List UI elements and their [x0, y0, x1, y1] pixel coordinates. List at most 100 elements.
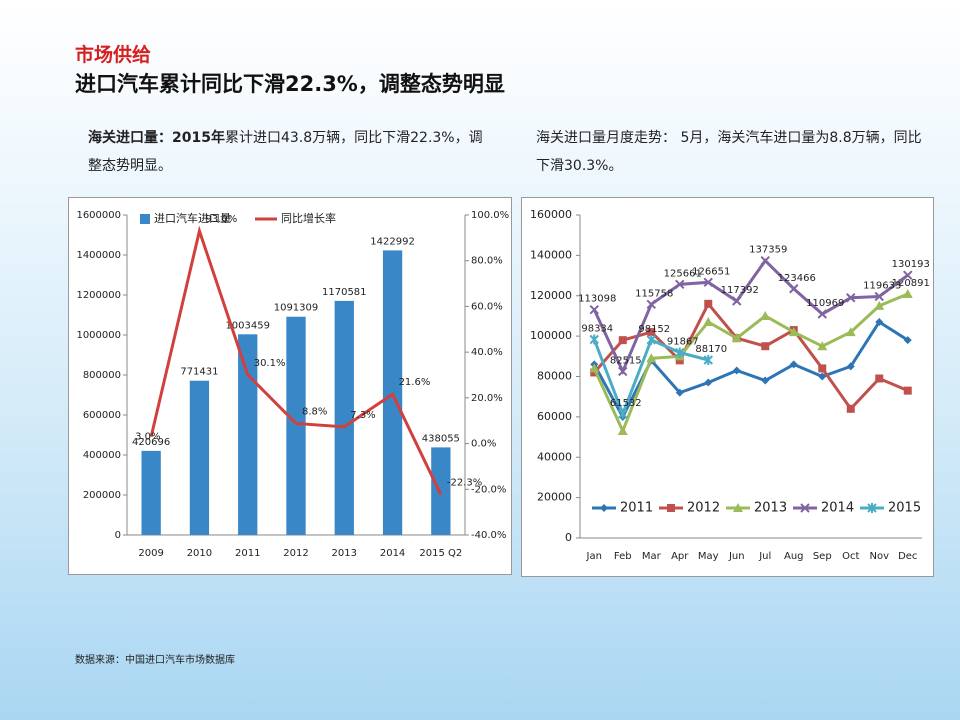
marker [846, 293, 856, 303]
marker [618, 336, 627, 345]
x-tick-label: Nov [869, 551, 889, 562]
marker [600, 504, 608, 512]
marker [902, 288, 913, 298]
y2-tick-label: 100.0% [471, 210, 509, 221]
marker [733, 503, 743, 512]
marker [646, 299, 656, 310]
data-label: 125661 [664, 268, 702, 279]
y-tick-label: 160000 [530, 208, 572, 221]
marker [646, 353, 657, 363]
y-tick-label: 80000 [537, 370, 572, 383]
data-label: 91867 [667, 337, 699, 348]
data-label: 113098 [578, 294, 616, 305]
x-tick-label: Jan [586, 551, 602, 562]
marker [874, 300, 885, 310]
marker [846, 404, 855, 413]
marker [675, 388, 684, 397]
data-label: 3.0% [135, 432, 160, 443]
data-label: 1003459 [225, 320, 270, 331]
y-tick-label: 1400000 [76, 250, 121, 261]
bar [286, 316, 306, 535]
marker [845, 327, 856, 337]
legend-label: 2014 [821, 501, 854, 516]
text: 累计进口43.8万辆，同比下滑22.3%，调整态势明显。 [88, 130, 483, 174]
x-tick-label: Jun [728, 551, 745, 562]
y-tick-label: 200000 [83, 490, 121, 501]
x-tick-label: 2015 Q2 [419, 548, 462, 559]
x-tick-label: Oct [842, 551, 859, 562]
source-note: 数据来源：中国进口汽车市场数据库 [75, 655, 235, 666]
y-tick-label: 60000 [537, 410, 572, 423]
marker [703, 316, 714, 326]
marker [704, 378, 713, 387]
marker [617, 426, 628, 436]
legend-label: 2012 [687, 501, 720, 516]
y-tick-label: 0 [115, 530, 121, 541]
x-tick-label: 2011 [235, 548, 260, 559]
x-tick-label: 2010 [187, 548, 212, 559]
marker [589, 334, 599, 345]
data-label: 98334 [581, 323, 613, 334]
data-label: 137359 [749, 245, 787, 256]
right-paragraph: 海关进口量月度走势： 5月，海关汽车进口量为8.8万辆，同比下滑30.3%。 [536, 124, 931, 180]
y-tick-label: 1000000 [76, 330, 121, 341]
x-tick-label: 2009 [138, 548, 163, 559]
data-label: 117392 [721, 285, 759, 296]
y-tick-label: 1200000 [76, 290, 121, 301]
data-label: 30.1% [254, 358, 286, 369]
marker [590, 368, 599, 377]
y-tick-label: 120000 [530, 289, 572, 302]
data-label: 420696 [132, 437, 170, 448]
marker [867, 503, 877, 513]
data-label: 119633 [863, 280, 901, 291]
marker [760, 255, 770, 266]
marker [704, 299, 713, 308]
legend-label: 进口汽车进口量 [154, 211, 231, 225]
x-tick-label: Aug [784, 551, 804, 562]
x-tick-label: Apr [671, 551, 689, 562]
y-tick-label: 0 [565, 531, 572, 544]
y-tick-label: 140000 [530, 248, 572, 261]
marker [875, 374, 884, 383]
marker [788, 327, 799, 337]
y2-tick-label: 40.0% [471, 347, 503, 358]
marker [667, 504, 675, 512]
marker [675, 279, 685, 290]
marker [818, 372, 827, 381]
x-tick-label: Mar [642, 551, 662, 562]
data-label: 126651 [692, 266, 730, 277]
data-label: 82515 [610, 355, 642, 366]
marker [732, 366, 741, 375]
data-label: 7.3% [350, 410, 375, 421]
bar [334, 300, 354, 535]
marker [760, 310, 771, 320]
bar [238, 334, 258, 535]
marker [732, 296, 742, 306]
marker [646, 334, 656, 345]
marker [761, 342, 770, 351]
data-label: -22.3% [447, 478, 482, 489]
marker [818, 364, 827, 373]
data-label: 93.0% [205, 214, 237, 225]
y-tick-label: 100000 [530, 329, 572, 342]
y-tick-label: 400000 [83, 450, 121, 461]
marker [875, 317, 884, 326]
x-tick-label: 2012 [283, 548, 308, 559]
legend-label: 2011 [620, 501, 653, 516]
line [592, 258, 909, 376]
marker [703, 355, 713, 366]
text: 海关进口量月度走势： 5月，海关汽车进口量为8.8万辆，同比下滑30.3%。 [536, 130, 922, 174]
marker [675, 356, 684, 365]
y2-tick-label: -20.0% [471, 484, 506, 495]
y-tick-label: 20000 [537, 491, 572, 504]
marker [789, 360, 798, 369]
y-tick-label: 800000 [83, 370, 121, 381]
left-paragraph: 海关进口量：2015年累计进口43.8万辆，同比下滑22.3%，调整态势明显。 [88, 124, 488, 180]
marker [903, 336, 912, 345]
x-tick-label: 2013 [332, 548, 357, 559]
x-tick-label: Sep [813, 551, 832, 562]
chart-frame [521, 197, 934, 577]
data-label: 438055 [422, 433, 460, 444]
